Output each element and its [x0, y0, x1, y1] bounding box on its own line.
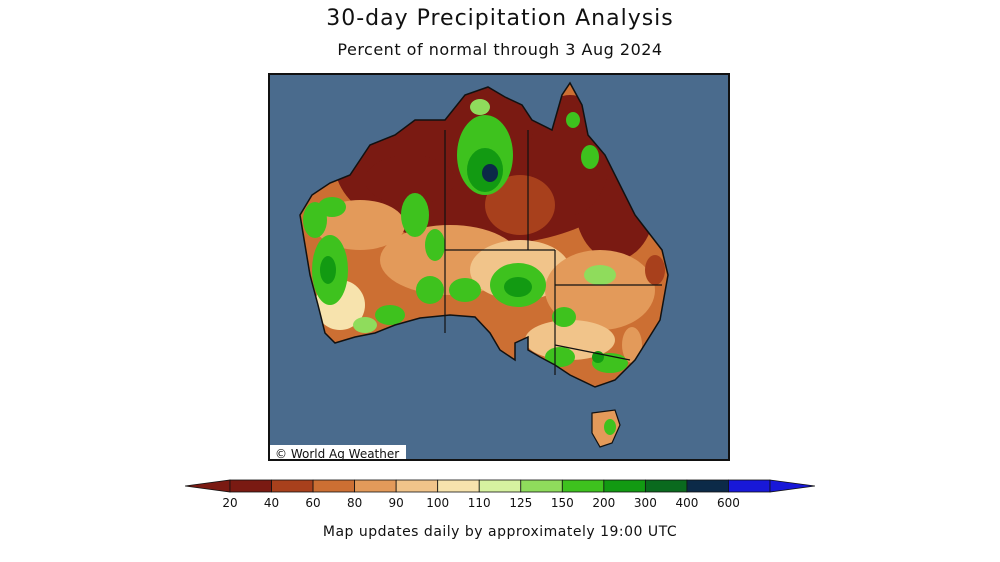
- legend-swatch: [271, 479, 314, 493]
- legend-label: 40: [263, 496, 280, 510]
- map-canvas: [299, 81, 669, 448]
- legend-label: 20: [222, 496, 238, 510]
- map-title: 30-day Precipitation Analysis: [326, 6, 674, 31]
- legend-swatch: [728, 479, 771, 493]
- legend-label: 80: [346, 496, 363, 510]
- legend-labels: 20 40 60 80 90 100 110 125 150 200 300 400 600: [0, 496, 1000, 512]
- legend-label: 200: [592, 496, 616, 510]
- legend-swatch: [644, 479, 688, 493]
- legend-label: 110: [467, 496, 491, 510]
- australia-coastline: [299, 81, 669, 388]
- legend-swatch: [520, 479, 563, 493]
- precipitation-map: © World Ag Weather: [268, 73, 730, 461]
- tasmania: [591, 409, 621, 448]
- state-borders: [444, 130, 662, 375]
- legend-swatch: [354, 479, 397, 493]
- legend-arrow-low: [185, 479, 231, 493]
- map-credit: © World Ag Weather: [270, 445, 407, 459]
- legend-swatch: [478, 479, 522, 493]
- legend-arrow-high: [769, 479, 815, 493]
- rainfall-fields: [300, 83, 668, 387]
- legend-label: 90: [388, 496, 404, 510]
- color-legend: [185, 479, 815, 493]
- legend-label: 600: [717, 496, 740, 510]
- legend-label: 150: [550, 496, 574, 510]
- map-footer: Map updates daily by approximately 19:00…: [322, 524, 678, 540]
- legend-label: 125: [509, 496, 533, 510]
- legend-label: 400: [675, 496, 699, 510]
- legend-swatch: [312, 479, 356, 493]
- legend-swatch: [229, 479, 272, 493]
- map-subtitle: Percent of normal through 3 Aug 2024: [337, 40, 663, 59]
- legend-swatch: [395, 479, 439, 493]
- legend-swatch: [603, 479, 646, 493]
- legend-label: 300: [633, 496, 657, 510]
- legend-swatch: [561, 479, 605, 493]
- legend-swatch: [437, 479, 480, 493]
- legend-swatch: [686, 479, 729, 493]
- legend-label: 60: [305, 496, 321, 510]
- legend-label: 100: [426, 496, 450, 510]
